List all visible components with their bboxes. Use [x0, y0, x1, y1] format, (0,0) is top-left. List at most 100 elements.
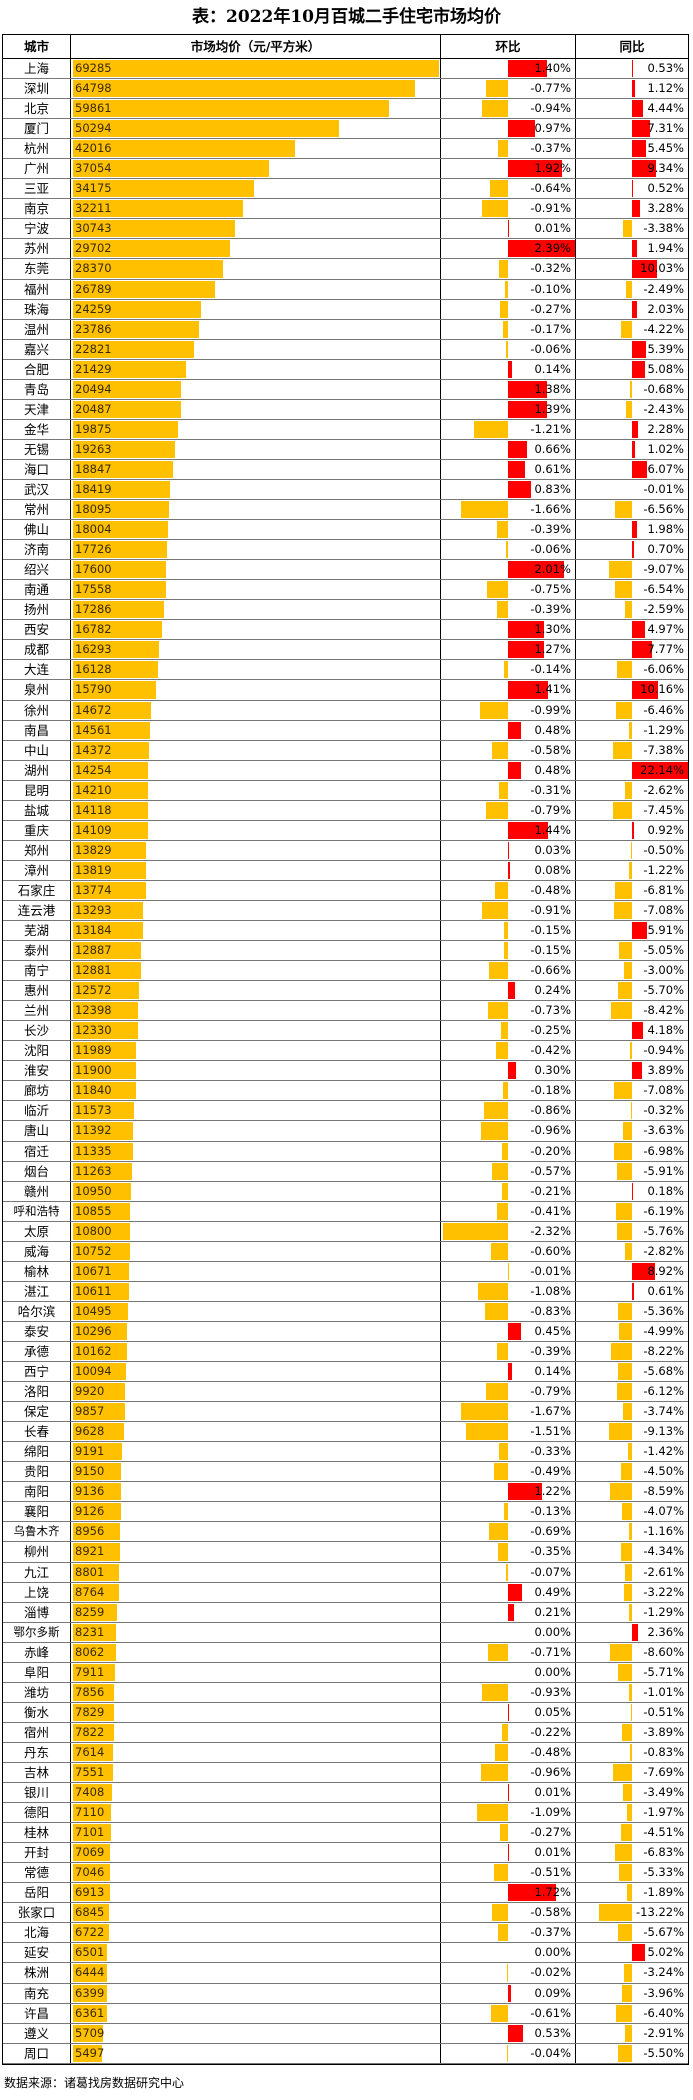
- mom-value: 1.40%: [534, 61, 571, 75]
- mom-cell: -0.58%: [441, 740, 576, 760]
- yoy-cell: 2.28%: [576, 420, 688, 439]
- city-cell: 天津: [3, 399, 71, 419]
- yoy-bar: [618, 1864, 632, 1882]
- mom-cell: -0.31%: [441, 780, 576, 800]
- mom-bar: [508, 400, 547, 418]
- price-bar: [73, 360, 187, 378]
- city-cell: 宁波: [3, 219, 71, 239]
- yoy-bar: [628, 721, 632, 739]
- table-row: 宿迁 11335 -0.20% -6.98%: [3, 1141, 688, 1162]
- price-cell: 30743: [71, 219, 441, 239]
- table-row: 柳州 8921 -0.35% -4.34%: [3, 1542, 688, 1563]
- price-cell: 18847: [71, 459, 441, 479]
- price-cell: 16782: [71, 620, 441, 640]
- city-cell: 丹东: [3, 1742, 71, 1762]
- mom-bar: [486, 581, 508, 599]
- yoy-cell: -4.07%: [576, 1502, 688, 1521]
- table-row: 盐城 14118 -0.79% -7.45%: [3, 800, 688, 821]
- yoy-cell: -0.94%: [576, 1041, 688, 1060]
- yoy-bar: [632, 641, 652, 659]
- yoy-cell: -2.91%: [576, 2024, 688, 2043]
- yoy-cell: 5.39%: [576, 340, 688, 359]
- mom-value: 0.48%: [534, 762, 571, 777]
- mom-bar: [499, 260, 508, 278]
- price-value: 5497: [75, 2045, 105, 2060]
- price-bar: [73, 841, 147, 859]
- price-bar: [73, 1102, 135, 1120]
- mom-value: -0.79%: [530, 1384, 571, 1399]
- yoy-value: -0.51%: [643, 1704, 684, 1719]
- mom-value: -0.66%: [530, 963, 571, 978]
- table-row: 绵阳 9191 -0.33% -1.42%: [3, 1442, 688, 1463]
- mom-bar: [488, 1643, 508, 1661]
- price-value: 11335: [75, 1143, 112, 1158]
- mom-value: -0.27%: [530, 301, 571, 316]
- price-cell: 15790: [71, 680, 441, 700]
- yoy-cell: -4.51%: [576, 1823, 688, 1842]
- mom-bar: [484, 1302, 508, 1320]
- yoy-cell: -5.33%: [576, 1863, 688, 1882]
- yoy-cell: 0.18%: [576, 1182, 688, 1201]
- price-cell: 37054: [71, 159, 441, 179]
- mom-value: -0.06%: [530, 542, 571, 557]
- mom-bar: [497, 1924, 508, 1942]
- mom-bar: [508, 1583, 522, 1601]
- price-cell: 11573: [71, 1101, 441, 1121]
- table-row: 赣州 10950 -0.21% 0.18%: [3, 1181, 688, 1202]
- city-cell: 惠州: [3, 981, 71, 1001]
- mom-bar: [508, 1884, 557, 1902]
- city-cell: 临沂: [3, 1101, 71, 1121]
- yoy-cell: -5.70%: [576, 981, 688, 1000]
- yoy-cell: -6.46%: [576, 701, 688, 720]
- price-bar: [73, 982, 140, 1000]
- yoy-value: 5.02%: [647, 1945, 684, 1960]
- mom-cell: -0.07%: [441, 1562, 576, 1582]
- mom-bar: [485, 801, 508, 819]
- yoy-cell: 0.61%: [576, 1282, 688, 1301]
- yoy-bar: [632, 80, 635, 98]
- price-bar: [73, 1643, 116, 1661]
- price-bar: [73, 701, 151, 719]
- yoy-cell: -4.50%: [576, 1462, 688, 1481]
- table-row: 济南 17726 -0.06% 0.70%: [3, 540, 688, 561]
- price-bar: [73, 1142, 133, 1160]
- city-cell: 扬州: [3, 600, 71, 620]
- price-bar: [73, 340, 194, 358]
- price-value: 14372: [75, 742, 112, 757]
- table-row: 北海 6722 -0.37% -5.67%: [3, 1923, 688, 1944]
- yoy-value: 0.53%: [647, 61, 684, 75]
- table-row: 桂林 7101 -0.27% -4.51%: [3, 1823, 688, 1844]
- price-bar: [73, 1543, 121, 1561]
- yoy-value: -8.22%: [643, 1344, 684, 1358]
- price-value: 11263: [75, 1163, 112, 1178]
- mom-cell: -0.17%: [441, 319, 576, 339]
- price-cell: 11840: [71, 1081, 441, 1101]
- mom-cell: -0.64%: [441, 179, 576, 199]
- price-bar: [73, 1864, 111, 1882]
- yoy-value: -6.06%: [643, 662, 684, 677]
- yoy-bar: [617, 982, 632, 1000]
- yoy-bar: [615, 581, 632, 599]
- city-cell: 泉州: [3, 680, 71, 700]
- table-row: 北京 59861 -0.94% 4.44%: [3, 99, 688, 120]
- yoy-bar: [632, 541, 634, 559]
- page-title: 表：2022年10月百城二手住宅市场均价: [192, 7, 501, 27]
- yoy-value: -2.59%: [643, 602, 684, 617]
- table-row: 淮安 11900 0.30% 3.89%: [3, 1061, 688, 1082]
- table-row: 南充 6399 0.09% -3.96%: [3, 1983, 688, 2004]
- mom-bar: [483, 1102, 508, 1120]
- mom-bar: [486, 80, 508, 98]
- price-bar: [73, 561, 166, 579]
- table-row: 廊坊 11840 -0.18% -7.08%: [3, 1081, 688, 1102]
- mom-value: -0.35%: [530, 1544, 571, 1559]
- mom-cell: 0.05%: [441, 1702, 576, 1722]
- yoy-cell: 5.02%: [576, 1943, 688, 1962]
- price-bar: [73, 1984, 107, 2002]
- yoy-cell: -1.42%: [576, 1442, 688, 1461]
- mom-cell: 1.39%: [441, 399, 576, 419]
- yoy-value: 1.98%: [647, 522, 684, 537]
- city-cell: 成都: [3, 640, 71, 660]
- mom-cell: 0.14%: [441, 1362, 576, 1382]
- yoy-value: -0.94%: [643, 1043, 684, 1058]
- table-row: 嘉兴 22821 -0.06% 5.39%: [3, 339, 688, 360]
